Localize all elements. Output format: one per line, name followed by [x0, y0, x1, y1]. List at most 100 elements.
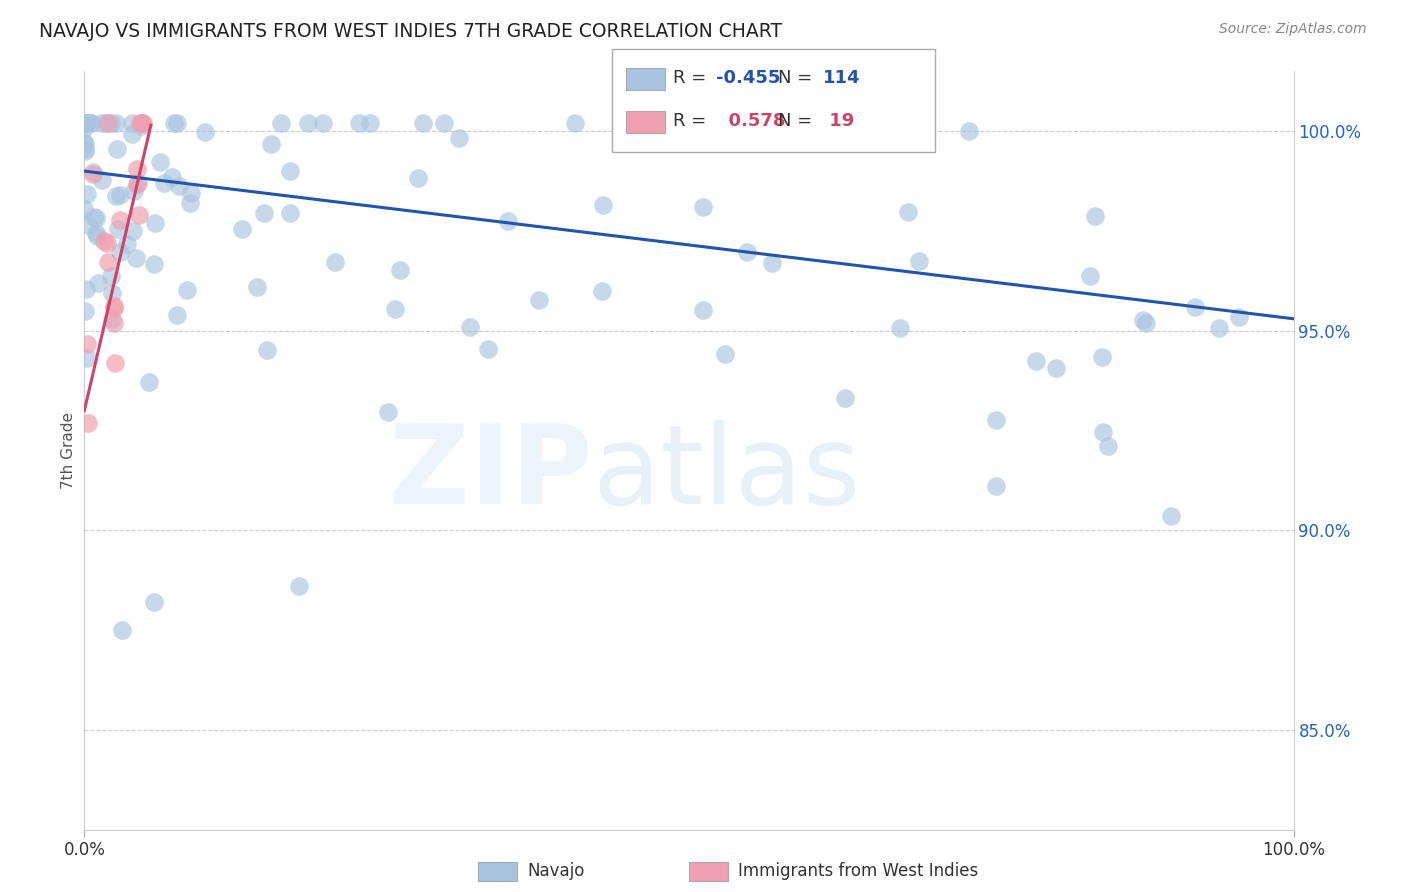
- Point: [105, 189, 128, 203]
- Point: [260, 137, 283, 152]
- Point: [735, 245, 758, 260]
- Point: [564, 116, 586, 130]
- Point: [253, 205, 276, 219]
- Point: [91, 172, 114, 186]
- Text: -0.455: -0.455: [716, 70, 780, 87]
- Point: [105, 142, 128, 156]
- Point: [153, 176, 176, 190]
- Point: [124, 184, 146, 198]
- Point: [278, 164, 301, 178]
- Point: [256, 343, 278, 358]
- Point: [73, 135, 96, 149]
- Text: Source: ZipAtlas.com: Source: ZipAtlas.com: [1219, 22, 1367, 37]
- Point: [163, 116, 186, 130]
- Point: [889, 321, 911, 335]
- Point: [761, 256, 783, 270]
- Point: [86, 226, 108, 240]
- Point: [496, 213, 519, 227]
- Point: [167, 179, 190, 194]
- Point: [75, 116, 97, 130]
- Point: [176, 283, 198, 297]
- Point: [131, 116, 153, 130]
- Point: [77, 416, 100, 430]
- Point: [125, 162, 148, 177]
- Point: [107, 221, 129, 235]
- Point: [93, 234, 115, 248]
- Point: [111, 623, 134, 637]
- Point: [103, 301, 125, 315]
- Point: [297, 116, 319, 130]
- Point: [76, 187, 98, 202]
- Point: [1090, 350, 1112, 364]
- Point: [108, 244, 131, 259]
- Point: [86, 229, 108, 244]
- Point: [77, 218, 100, 232]
- Point: [108, 188, 131, 202]
- Point: [76, 336, 98, 351]
- Text: atlas: atlas: [592, 420, 860, 526]
- Point: [166, 308, 188, 322]
- Point: [115, 236, 138, 251]
- Point: [714, 347, 737, 361]
- Point: [957, 124, 980, 138]
- Point: [1227, 310, 1250, 324]
- Point: [87, 276, 110, 290]
- Point: [80, 116, 103, 130]
- Y-axis label: 7th Grade: 7th Grade: [60, 412, 76, 489]
- Point: [592, 198, 614, 212]
- Point: [347, 116, 370, 130]
- Point: [432, 116, 454, 130]
- Text: 0.578: 0.578: [716, 112, 785, 130]
- Point: [103, 299, 125, 313]
- Point: [100, 269, 122, 284]
- Point: [1135, 316, 1157, 330]
- Point: [129, 116, 152, 130]
- Point: [377, 405, 399, 419]
- Point: [75, 116, 97, 130]
- Point: [125, 251, 148, 265]
- Point: [132, 116, 155, 130]
- Point: [166, 116, 188, 130]
- Point: [83, 210, 105, 224]
- Point: [128, 208, 150, 222]
- Point: [908, 254, 931, 268]
- Point: [447, 131, 470, 145]
- Point: [125, 177, 148, 191]
- Point: [103, 316, 125, 330]
- Point: [1097, 440, 1119, 454]
- Text: ZIP: ZIP: [389, 420, 592, 526]
- Point: [460, 319, 482, 334]
- Text: R =: R =: [673, 112, 713, 130]
- Point: [138, 375, 160, 389]
- Text: N =: N =: [778, 70, 817, 87]
- Point: [1092, 425, 1115, 439]
- Point: [129, 119, 152, 133]
- Point: [94, 116, 117, 130]
- Point: [73, 202, 96, 216]
- Point: [127, 176, 149, 190]
- Point: [527, 293, 550, 307]
- Point: [84, 211, 107, 225]
- Point: [406, 171, 429, 186]
- Point: [82, 164, 104, 178]
- Point: [73, 120, 96, 135]
- Point: [143, 257, 166, 271]
- Point: [129, 116, 152, 130]
- Point: [384, 301, 406, 316]
- Point: [82, 167, 104, 181]
- Point: [97, 255, 120, 269]
- Point: [149, 154, 172, 169]
- Text: N =: N =: [778, 112, 817, 130]
- Point: [75, 116, 97, 130]
- Text: Immigrants from West Indies: Immigrants from West Indies: [738, 863, 979, 880]
- Point: [692, 302, 714, 317]
- Point: [412, 116, 434, 130]
- Point: [101, 286, 124, 301]
- Point: [100, 116, 122, 130]
- Point: [312, 116, 335, 130]
- Point: [1132, 312, 1154, 326]
- Point: [984, 479, 1007, 493]
- Point: [160, 170, 183, 185]
- Point: [323, 254, 346, 268]
- Text: 114: 114: [823, 70, 860, 87]
